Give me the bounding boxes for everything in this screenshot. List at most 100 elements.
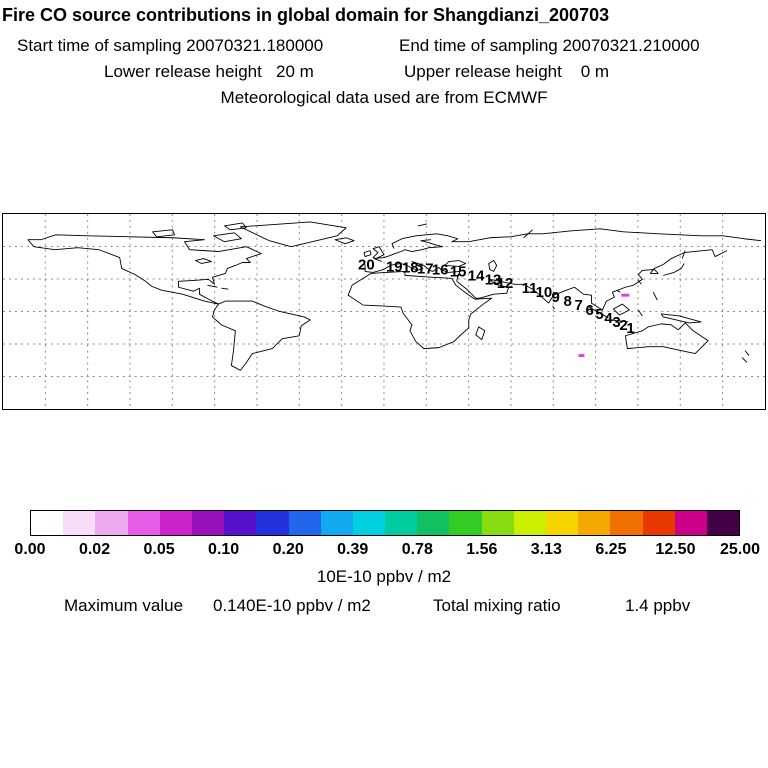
maximum-value: 0.140E-10 ppbv / m2 [213, 596, 371, 615]
colorbar-cell [417, 511, 450, 535]
trajectory-hour-label: 5 [595, 307, 603, 323]
colorbar-tick-label: 0.39 [337, 541, 369, 558]
colorbar-units-label: 10E-10 ppbv / m2 [316, 567, 452, 586]
colorbar-cell [642, 511, 675, 535]
trajectory-hour-label: 3 [612, 315, 620, 331]
colorbar-cell [191, 511, 225, 535]
svalbard [417, 223, 427, 227]
trajectory-hour-label: 7 [575, 298, 583, 314]
colorbar-tick-label: 0.10 [208, 541, 240, 558]
colorbar-tick-label: 0.00 [14, 541, 46, 558]
coastline-south-america [212, 300, 311, 371]
coastline-japan [663, 263, 685, 276]
colorbar-tick-label: 0.20 [272, 541, 304, 558]
start-time-label: Start time of sampling 20070321.180000 [17, 36, 324, 55]
world-map-panel: 20 19 18 17 16 15 14 13 12 11 10 9 8 7 6 5 4 3 2 1 [2, 213, 766, 410]
trajectory-hour-label: 12 [497, 276, 514, 292]
trajectory-hour-label: 14 [468, 268, 485, 284]
coastline-ireland [363, 250, 372, 258]
colorbar-tick-label: 0.02 [78, 541, 111, 558]
baffin-island [212, 232, 242, 243]
colorbar-cell [674, 511, 707, 535]
hispaniola [221, 287, 229, 290]
coastline-north-america [27, 234, 262, 305]
colorbar-tick-label: 1.56 [466, 541, 498, 558]
cuba [207, 284, 218, 288]
trajectory-hour-label: 6 [585, 303, 593, 319]
trajectory-hour-label: 20 [358, 257, 375, 273]
trajectory-hour-label: 8 [564, 294, 572, 310]
trajectory-hour-label: 1 [626, 321, 634, 337]
sumatra [587, 305, 609, 319]
ellesmere-island [223, 222, 247, 231]
coastline-australia [624, 322, 709, 355]
map-gridlines [3, 214, 765, 409]
colorbar-cell [513, 511, 546, 535]
trajectory-hour-label: 18 [402, 260, 419, 276]
coastline-africa [347, 270, 493, 350]
total-mixing-ratio-label: Total mixing ratio [433, 596, 561, 615]
trajectory-hour-label: 9 [552, 290, 560, 306]
coastline-europe-northwest [373, 239, 444, 262]
colorbar-cell [288, 511, 321, 535]
lower-release-height-label: Lower release height 20 m [104, 62, 314, 81]
colorbar-tick-labels: 0.00 0.02 0.05 0.10 0.20 0.39 0.78 1.56 3.13 6.25… [14, 541, 760, 559]
coastline-greenland [239, 221, 347, 248]
sakhalin [681, 250, 686, 259]
colorbar-cell [256, 511, 289, 535]
upper-release-height-label: Upper release height 0 m [404, 62, 610, 81]
colorbar-cell [320, 511, 353, 535]
borneo [612, 303, 630, 316]
colorbar-cell [159, 511, 192, 535]
great-lakes [195, 258, 212, 264]
end-time-label: End time of sampling 20070321.210000 [399, 36, 700, 55]
coastline-madagascar [475, 326, 486, 341]
colorbar-cell [95, 511, 128, 535]
colorbar-tick-label: 25.00 [719, 541, 761, 558]
trajectory-hour-label: 17 [417, 261, 434, 277]
met-data-source-label: Meteorological data used are from ECMWF [220, 88, 548, 107]
trajectory-hour-label: 11 [522, 281, 538, 297]
java [610, 319, 629, 323]
colorbar-tick-label: 0.05 [143, 541, 175, 558]
colorbar [30, 510, 740, 536]
source-contribution-marks [578, 293, 630, 358]
novaya-zemlya [523, 229, 533, 239]
colorbar-tick-label: 12.50 [655, 541, 696, 558]
sri-lanka [552, 305, 555, 310]
trajectory-hour-label: 19 [386, 259, 403, 275]
coastline-iceland [334, 237, 355, 245]
colorbar-cell [127, 511, 160, 535]
philippines [652, 291, 658, 301]
colorbar-cell [385, 511, 418, 535]
colorbar-cell [578, 511, 611, 535]
colorbar-cell [352, 511, 386, 535]
colorbar-tick-label: 3.13 [530, 541, 562, 558]
page-title: Fire CO source contributions in global d… [2, 5, 610, 25]
new-guinea [660, 313, 702, 324]
trajectory-hour-label: 13 [485, 272, 502, 288]
colorbar-tick-label: 6.25 [595, 541, 627, 558]
coastline-eurasia-arctic [391, 228, 762, 249]
colorbar-cell [63, 511, 96, 535]
new-zealand [741, 350, 750, 363]
coastline-asia-pacific [456, 249, 728, 311]
colorbar-cell [31, 511, 64, 535]
hainan [616, 289, 621, 293]
colorbar-cells [31, 511, 740, 535]
colorbar-cell [481, 511, 514, 535]
colorbar-cell [610, 511, 643, 535]
trajectory-hour-label: 2 [619, 318, 627, 334]
coastlines [27, 221, 762, 371]
trajectory-hour-label: 16 [432, 262, 449, 278]
maximum-value-label: Maximum value [64, 596, 184, 615]
colorbar-tick-label: 0.78 [401, 541, 433, 558]
colorbar-cell [546, 511, 579, 535]
caspian-sea [488, 260, 498, 272]
black-sea [444, 260, 467, 267]
total-mixing-ratio-value: 1.4 ppbv [625, 596, 691, 615]
colorbar-cell [449, 511, 482, 535]
